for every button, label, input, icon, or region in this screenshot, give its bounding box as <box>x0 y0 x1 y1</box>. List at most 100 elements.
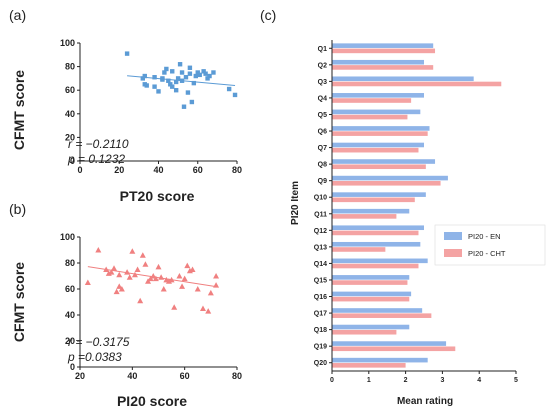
panel-c-category-label: Q4 <box>318 95 327 102</box>
panel-c-xtick-label: 0 <box>330 377 334 384</box>
panel-c-bar-cht <box>332 363 406 368</box>
panel-c-bar-en <box>332 192 426 197</box>
panel-a-data-point <box>232 92 238 98</box>
panel-c-bar-cht <box>332 65 434 70</box>
panel-a-data-point <box>185 90 191 95</box>
panel-a-xtick-label: 80 <box>232 165 242 175</box>
panel-a-plot: 0 20 40 60 80 100 0 20 40 60 80 <box>60 38 242 175</box>
panel-c-bar-cht <box>332 98 412 103</box>
panel-b-data-point <box>131 271 138 278</box>
panel-b-data-point <box>194 286 201 292</box>
panel-a-data-point <box>173 79 179 85</box>
panel-b-ytick-label: 0 <box>70 362 75 372</box>
panel-b-ytick-label: 20 <box>65 336 75 346</box>
panel-c-category-label: Q1 <box>318 46 327 53</box>
panel-a-xtick-label: 20 <box>114 165 124 175</box>
panel-b-p-stat: p =0.0383 <box>67 350 122 364</box>
panel-a-data-point <box>207 73 212 79</box>
legend-label-cht: PI20 - CHT <box>468 249 506 258</box>
panel-b-label: (b) <box>9 201 26 217</box>
panel-c-category-label: Q17 <box>314 311 327 318</box>
panel-a-ylabel: CFMT score <box>11 70 27 150</box>
panel-b-xtick-label: 20 <box>75 371 85 381</box>
panel-b-data-point <box>103 266 110 272</box>
panel-a-xtick-label: 60 <box>193 165 203 175</box>
panel-c-category-label: Q14 <box>314 261 327 268</box>
panel-c-bar-en <box>332 109 421 115</box>
panel-b-data-point <box>84 279 91 285</box>
panel-b-xtick-label: 80 <box>232 371 242 381</box>
panel-c-category-label: Q6 <box>318 129 327 136</box>
panel-a-ytick-label: 60 <box>65 85 75 95</box>
panel-a-data-point <box>175 76 181 81</box>
panel-b-data-point <box>118 286 125 292</box>
panel-c-bar-cht <box>332 263 419 269</box>
panel-c-category-label: Q3 <box>318 79 327 86</box>
panel-a-data-point <box>156 89 161 94</box>
panel-c-category-label: Q5 <box>318 112 327 119</box>
panel-b-ytick-label: 100 <box>60 232 75 242</box>
panel-a-data-point <box>226 86 232 92</box>
panel-c-xtick-label: 1 <box>367 377 371 384</box>
panel-b-xlabel: PI20 score <box>117 393 187 409</box>
panel-b-data-point <box>184 262 191 269</box>
legend-box <box>434 224 546 266</box>
panel-a-data-point <box>201 69 206 74</box>
panel-c-xtick-label: 2 <box>404 377 408 384</box>
panel-a-data-point <box>170 84 175 89</box>
panel-a-data-point <box>183 75 189 80</box>
panel-a-data-point <box>168 82 173 87</box>
panel-a-data-point <box>124 51 130 56</box>
panel-c-plot: 0 1 2 3 4 5 Q1 Q2 Q3 Q4 Q5 Q6 Q7 Q8 Q9 Q10 Q11 Q12 Q13 Q14 Q… <box>314 40 518 384</box>
panel-c-bar-cht <box>332 313 432 318</box>
panel-c-bar-cht <box>332 197 415 203</box>
panel-b-data-point <box>160 286 167 292</box>
panel-c-category-label: Q19 <box>314 344 327 351</box>
panel-c-bar-cht <box>332 247 386 252</box>
panel-b-data-point <box>150 273 157 279</box>
panel-b-data-point <box>205 308 212 314</box>
panel-c-category-label: Q7 <box>318 145 327 152</box>
panel-c-bar-en <box>332 59 424 65</box>
panel-c-xlabel: Mean rating <box>397 396 453 407</box>
panel-a-data-point <box>173 88 179 93</box>
legend-swatch-en <box>444 232 462 240</box>
panel-b-data-point <box>213 282 220 288</box>
panel-c-bar-cht <box>332 48 436 54</box>
panel-c-category-label: Q11 <box>314 211 327 218</box>
panel-b-ytick-label: 80 <box>65 258 75 268</box>
legend-label-en: PI20 - EN <box>468 232 501 241</box>
panel-a-data-point <box>193 73 198 79</box>
panel-a-data-point <box>197 72 202 78</box>
panel-c-bar-en <box>332 357 428 363</box>
panel-b-xtick-label: 60 <box>180 371 190 381</box>
panel-b-data-point <box>124 269 131 275</box>
panel-c-bar-en <box>332 43 434 48</box>
panel-a-ytick-label: 40 <box>65 109 75 119</box>
panel-a-ytick-label: 100 <box>60 38 75 48</box>
panel-a-xtick-label: 0 <box>77 165 82 175</box>
panel-c-bar-en <box>332 241 421 247</box>
panel-b-data-point <box>129 248 136 254</box>
panel-c-bar-en <box>332 159 436 164</box>
panel-c-legend: PI20 - EN PI20 - CHT <box>434 224 546 266</box>
panel-c-bar-en <box>332 275 410 280</box>
panel-a-data-point <box>152 84 157 89</box>
panel-c-xtick-label: 5 <box>514 377 518 384</box>
panel-a-label: (a) <box>9 7 26 23</box>
panel-b-data-point <box>137 297 144 304</box>
panel-b-data-point <box>171 304 178 310</box>
panel-c-category-label: Q8 <box>318 162 327 169</box>
panel-a-r-stat: r = −0.2110 <box>68 137 129 151</box>
panel-a-ytick-label: 80 <box>65 62 75 72</box>
panel-a-data-point <box>179 78 185 83</box>
panel-a-data-point <box>160 77 165 82</box>
panel-b-data-point <box>126 274 133 280</box>
panel-b-data-point <box>116 271 123 278</box>
panel-c-xtick-label: 3 <box>440 377 444 384</box>
panel-b-ytick-label: 40 <box>65 310 75 320</box>
panel-c-bar-cht <box>332 296 410 302</box>
panel-b-data-point <box>152 275 159 282</box>
panel-b-data-point <box>179 283 186 289</box>
